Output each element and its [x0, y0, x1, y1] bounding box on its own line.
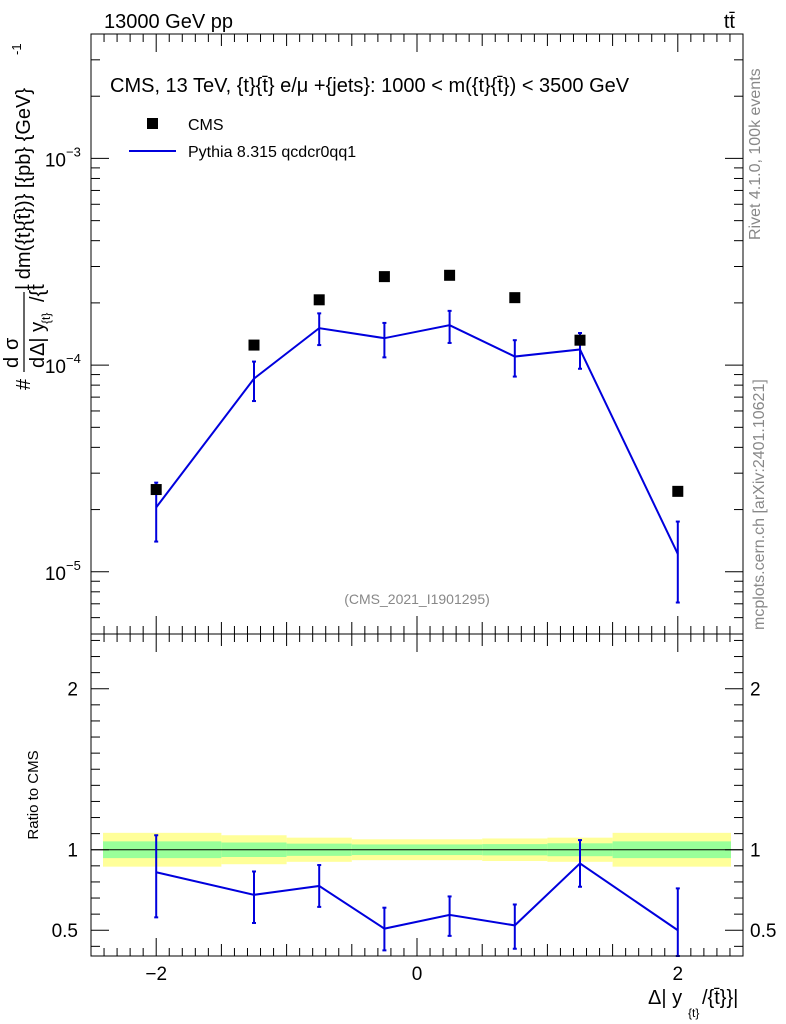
ratio-y-ticks: 0.5 0.5 1 1 2 2: [52, 639, 776, 947]
rivet-label-group: Rivet 4.1.0, 100k events: [747, 68, 764, 240]
legend-pythia-label: Pythia 8.315 qcdcr0qq1: [188, 144, 356, 161]
cms-data-point: [378, 271, 390, 283]
energy-label: 13000 GeV pp: [104, 11, 233, 33]
legend-cms-marker: [147, 118, 158, 129]
mcplots-label-group: mcplots.cern.ch [arXiv:2401.10621]: [751, 379, 768, 630]
ratio-x-tick-label: −2: [145, 964, 167, 985]
cms-data-point: [313, 294, 325, 306]
cms-data-point: [150, 484, 162, 496]
pythia-curve: [155, 324, 679, 555]
main-y-tick-label-base: 10: [45, 150, 66, 171]
cms-data-point: [248, 339, 260, 351]
main-y-tick-label-base: 10: [45, 564, 66, 585]
ratio-y-tick-label-left: 0.5: [52, 921, 78, 942]
cms-data-point: [444, 269, 456, 281]
ratio-y-tick-label-right: 0.5: [750, 921, 776, 942]
ratio-y-tick-label-left: 2: [67, 680, 78, 701]
ratio-y-tick-label-left: 1: [67, 841, 78, 862]
ratio-y-label: Ratio to CMS: [25, 750, 42, 839]
main-panel: 10−310−410−5 (CMS_2021_I1901295) CMS, 13…: [1, 33, 744, 635]
main-y-tick-label-exp: −5: [66, 558, 81, 573]
ratio-x-ticks: −2 0 2: [90, 634, 744, 985]
y-label-units: | dm({t}{t̄})} [{pb} {GeV}: [13, 88, 35, 290]
ratio-x-tick-label: 0: [412, 964, 423, 985]
mcplots-label: mcplots.cern.ch [arXiv:2401.10621]: [751, 379, 768, 630]
cms-data-point: [672, 485, 684, 497]
main-y-axis-label: # d σ d Δ| y {t} /{t̄ | dm({t}{t̄})} [{p…: [1, 43, 53, 390]
cms-data-point: [509, 292, 521, 304]
main-y-tick-label-base: 10: [45, 357, 66, 378]
legend-cms-label: CMS: [188, 117, 224, 134]
y-label-numerator-sigma: σ: [1, 337, 23, 350]
y-label-hash: #: [13, 378, 35, 390]
ratio-y-axis-label: Ratio to CMS: [25, 750, 42, 839]
ratio-curve: [155, 862, 679, 932]
ratio-panel: 0.5 0.5 1 1 2 2 −2 0 2 Ratio to CMS: [25, 633, 776, 985]
rivet-label: Rivet 4.1.0, 100k events: [747, 68, 764, 240]
main-y-tick-label-exp: −4: [66, 351, 81, 366]
ratio-x-tick-label: 2: [673, 964, 684, 985]
cms-data-point: [574, 334, 586, 346]
process-label: tt̄: [724, 11, 736, 33]
main-y-ticks: 10−310−410−5: [45, 33, 743, 619]
x-label-sub: {t}: [688, 1006, 699, 1020]
y-label-denominator-d: d: [27, 357, 49, 368]
x-axis-label: Δ| y {t} /{t̄}}|: [648, 987, 738, 1020]
main-x-ticks: [90, 34, 744, 634]
ratio-uncertainty-bands: [91, 832, 743, 867]
y-label-units-exp: -1: [9, 43, 24, 55]
x-label-main: Δ| y: [648, 987, 682, 1009]
y-label-denominator-sub: {t}: [39, 313, 53, 324]
x-label-tail: /{t̄}}|: [702, 987, 738, 1009]
legend: CMS Pythia 8.315 qcdcr0qq1: [129, 117, 356, 161]
y-label-numerator-d: d: [1, 357, 23, 368]
ratio-y-tick-label-right: 2: [750, 680, 761, 701]
main-title: CMS, 13 TeV, {t}{t̄} e/μ +{jets}: 1000 <…: [110, 75, 630, 97]
main-y-tick-label-exp: −3: [66, 144, 81, 159]
analysis-watermark: (CMS_2021_I1901295): [344, 591, 490, 607]
ratio-series: [154, 834, 680, 957]
ratio-y-tick-label-right: 1: [750, 841, 761, 862]
ratio-frame: [90, 633, 744, 957]
y-label-denominator-y: Δ| y: [27, 322, 49, 356]
main-series: [150, 269, 684, 604]
y-label-denominator-tail: /{t̄: [27, 284, 49, 302]
